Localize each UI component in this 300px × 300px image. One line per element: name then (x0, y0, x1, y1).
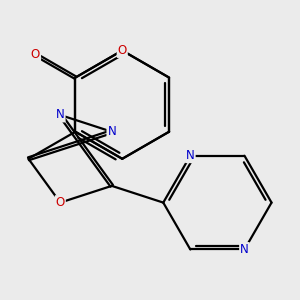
Text: O: O (56, 196, 65, 209)
Text: O: O (118, 44, 127, 57)
Text: N: N (107, 125, 116, 138)
Text: N: N (240, 243, 249, 256)
Text: N: N (56, 109, 65, 122)
Text: O: O (31, 48, 40, 61)
Text: N: N (186, 149, 195, 162)
